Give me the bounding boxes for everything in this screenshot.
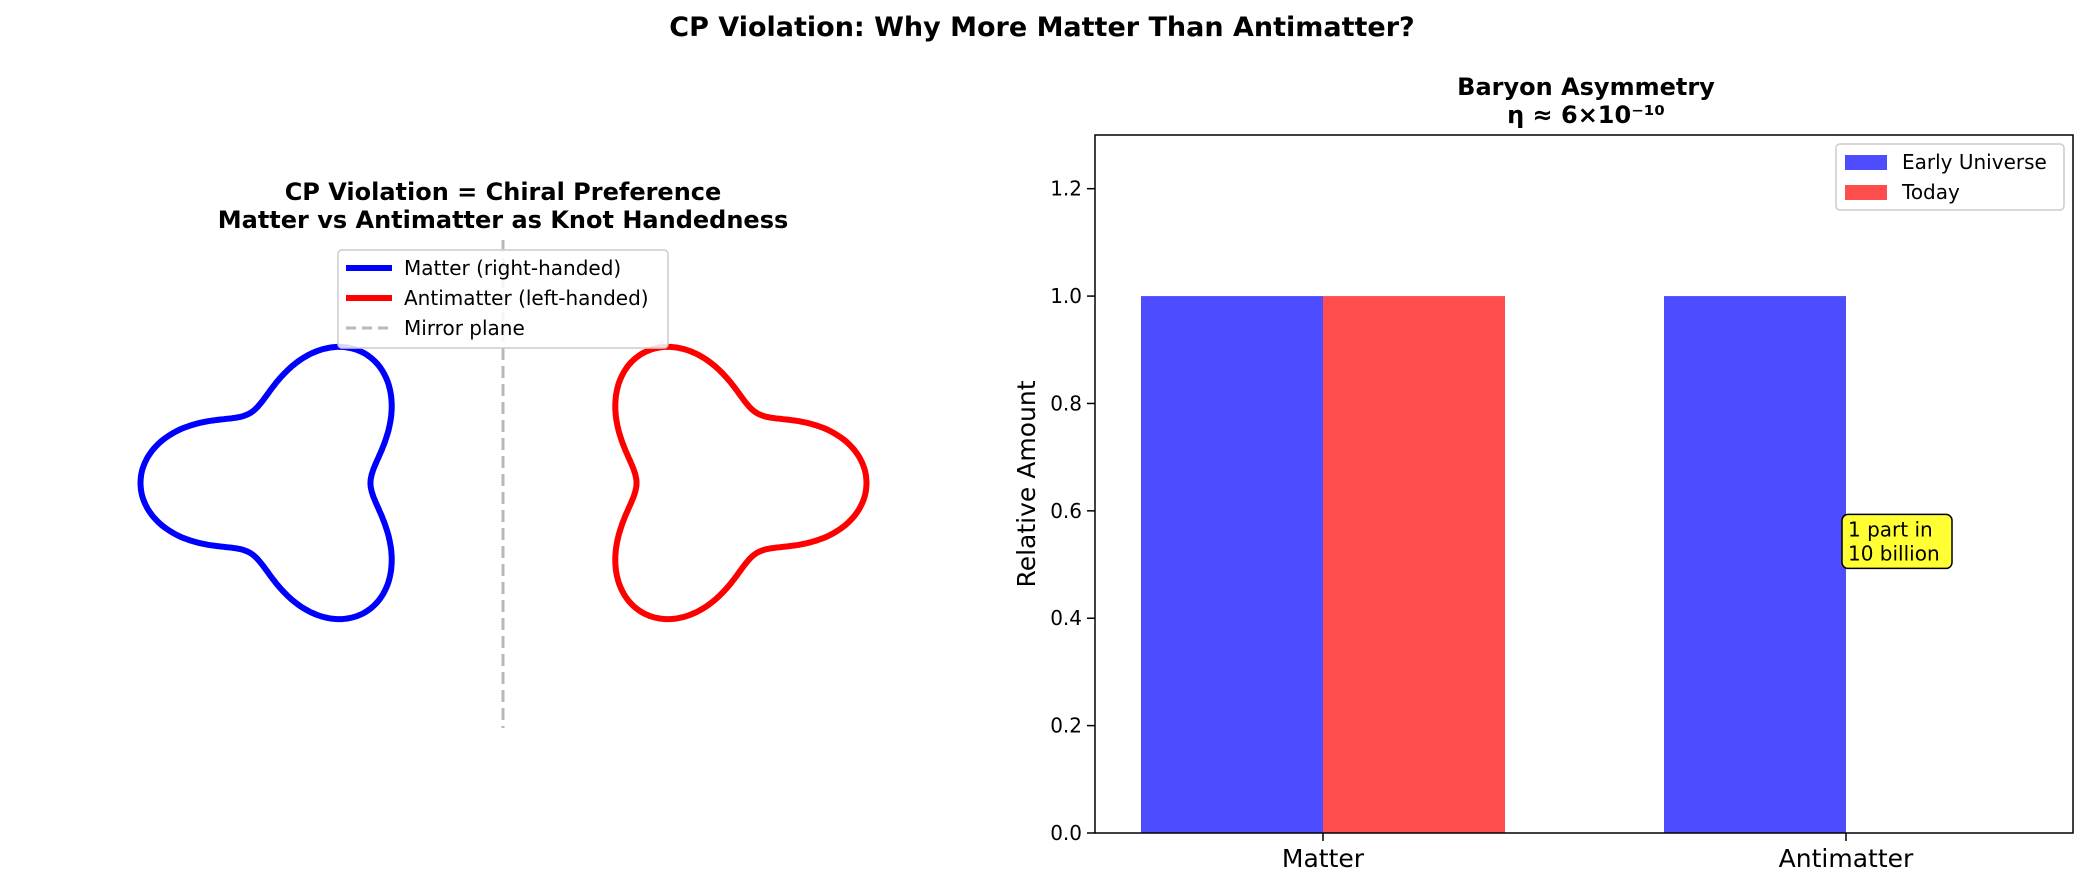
legend-early-universe-swatch: [1845, 155, 1887, 170]
y-tick-label: 1.0: [1050, 284, 1082, 308]
left-panel-title-line1: CP Violation = Chiral Preference: [285, 178, 722, 206]
y-tick-label: 1.2: [1050, 177, 1082, 201]
x-tick-label: Antimatter: [1779, 844, 1914, 873]
bar-legend-box: [1835, 143, 2065, 211]
x-axis-ticks: Matter Antimatter: [1282, 833, 1914, 873]
plot-frame: [1094, 134, 2074, 834]
y-axis-ticks: 0.0 0.2 0.4 0.6 0.8 1.0 1.2: [1050, 177, 1095, 845]
bar-group: [1141, 296, 1846, 834]
annotation-box: [1841, 513, 1953, 570]
left-panel-title-line2: Matter vs Antimatter as Knot Handedness: [218, 206, 789, 234]
legend-today-swatch: [1845, 185, 1887, 200]
left-legend-box: [337, 249, 669, 349]
knot-handedness-panel: CP Violation = Chiral Preference Matter …: [137, 178, 870, 728]
bar-chart-title-line2: η ≈ 6×10⁻¹⁰: [1507, 101, 1665, 129]
left-legend: Matter (right-handed) Antimatter (left-h…: [337, 249, 669, 349]
matter-knot-curve: [137, 343, 395, 623]
x-tick-label: Matter: [1282, 844, 1365, 873]
y-tick-label: 0.8: [1050, 391, 1082, 415]
legend-antimatter-label: Antimatter (left-handed): [404, 286, 649, 310]
bar-antimatter-early-universe: [1664, 296, 1846, 834]
y-tick-label: 0.0: [1050, 821, 1082, 845]
antimatter-knot-curve: [612, 343, 870, 623]
legend-mirror-label: Mirror plane: [404, 316, 525, 340]
bar-matter-early-universe: [1141, 296, 1323, 834]
y-tick-label: 0.6: [1050, 499, 1082, 523]
figure-suptitle: CP Violation: Why More Matter Than Antim…: [669, 12, 1414, 43]
legend-early-universe-label: Early Universe: [1902, 150, 2047, 174]
baryon-asymmetry-panel: Baryon Asymmetry η ≈ 6×10⁻¹⁰ 0.00.20.40.…: [1012, 73, 2074, 873]
annotation-text-line1: 1 part in: [1848, 517, 1933, 541]
bar-chart-title-line1: Baryon Asymmetry: [1457, 73, 1715, 101]
bar-legend: Early Universe Today: [1835, 143, 2065, 211]
legend-matter-label: Matter (right-handed): [404, 256, 621, 280]
bar-matter-today: [1323, 296, 1505, 834]
annotation-text-line2: 10 billion: [1848, 541, 1940, 565]
legend-today-label: Today: [1901, 180, 1960, 204]
y-tick-label: 0.4: [1050, 606, 1082, 630]
y-tick-label: 0.2: [1050, 714, 1082, 738]
y-axis-label: Relative Amount: [1012, 380, 1041, 587]
